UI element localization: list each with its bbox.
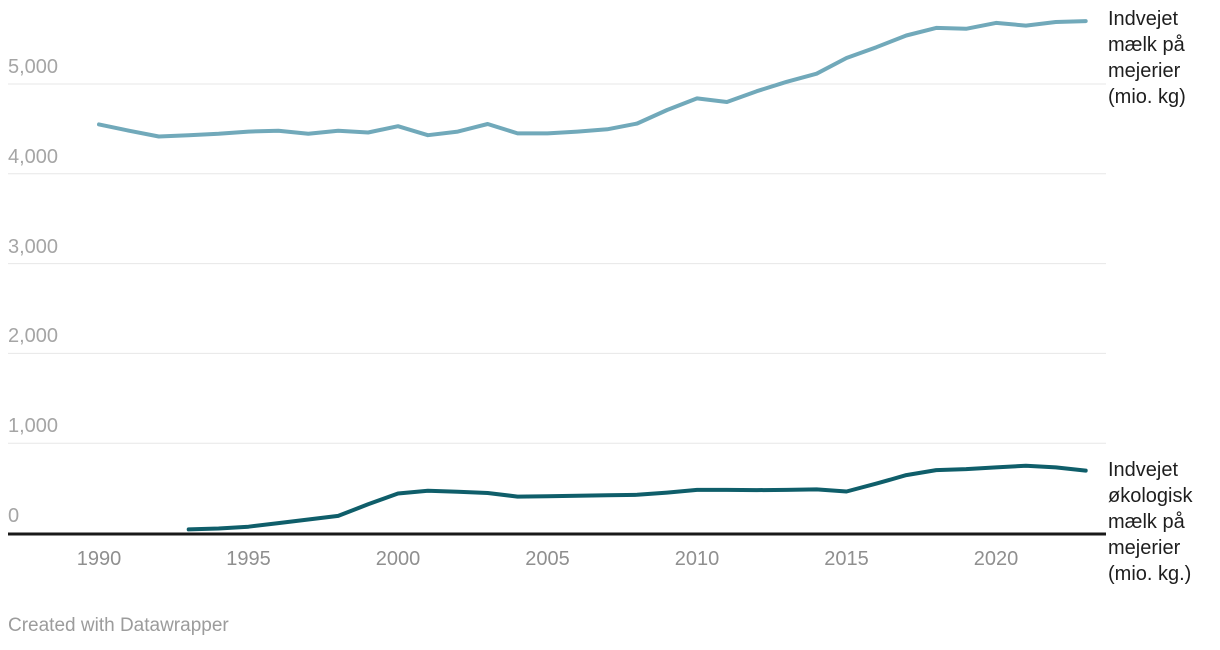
series-label-oekologisk-maelk: Indvejet økologisk mælk på mejerier (mio… <box>1108 457 1218 587</box>
y-axis-label-1000: 1,000 <box>8 415 59 438</box>
series-label-indvejet-maelk: Indvejet mælk på mejerier (mio. kg) <box>1108 6 1218 110</box>
series-label-line: Indvejet <box>1108 459 1179 481</box>
series-label-line: Indvejet <box>1108 8 1179 30</box>
series-label-line: (mio. kg.) <box>1108 563 1192 585</box>
y-axis-label-2000: 2,000 <box>8 325 59 348</box>
datawrapper-credit: Created with Datawrapper <box>8 615 229 636</box>
series-line-oekologisk-maelk <box>186 463 1088 532</box>
x-axis-label-1990: 1990 <box>76 548 122 570</box>
x-axis-label-2010: 2010 <box>674 548 720 570</box>
x-axis-label-1995: 1995 <box>226 548 271 570</box>
series-label-line: mælk på <box>1108 511 1185 533</box>
x-axis-label-2020: 2020 <box>973 548 1019 570</box>
series-label-line: (mio. kg) <box>1108 86 1186 108</box>
series-label-line: mælk på <box>1108 34 1185 56</box>
series-label-line: mejerier <box>1108 537 1181 559</box>
x-axis-label-2015: 2015 <box>824 548 869 570</box>
x-axis-label-2000: 2000 <box>375 548 421 570</box>
y-axis-label-3000: 3,000 <box>8 235 59 258</box>
series-label-line: økologisk <box>1108 485 1193 507</box>
x-axis-label-2005: 2005 <box>525 548 570 570</box>
series-label-line: mejerier <box>1108 60 1181 82</box>
y-axis-label-5000: 5,000 <box>8 56 59 78</box>
series-line-indvejet-maelk <box>97 19 1088 139</box>
y-axis-label-0: 0 <box>8 505 20 527</box>
y-axis-label-4000: 4,000 <box>8 145 59 168</box>
